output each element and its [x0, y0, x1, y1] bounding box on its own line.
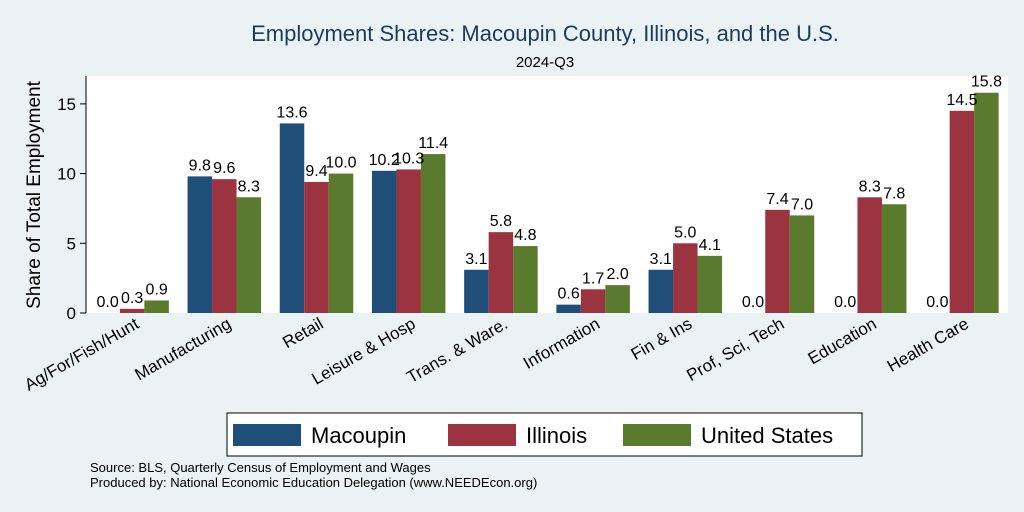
bar — [974, 92, 999, 313]
data-label: 7.4 — [766, 191, 788, 208]
bar — [605, 285, 630, 313]
data-label: 4.1 — [699, 237, 721, 254]
legend-label: Macoupin — [311, 423, 406, 448]
bar — [857, 197, 882, 313]
legend-swatch — [233, 424, 301, 446]
x-category-label: Information — [520, 314, 603, 373]
bar — [949, 110, 975, 313]
data-label: 1.7 — [582, 270, 604, 287]
data-label: 0.9 — [145, 281, 167, 298]
y-ticks: 0 5 10 15 — [57, 95, 86, 323]
bar — [765, 209, 790, 313]
x-category-label: Health Care — [884, 314, 972, 376]
legend-swatch — [448, 424, 516, 446]
data-label: 10.2 — [369, 152, 400, 169]
bar — [187, 176, 213, 313]
data-label: 9.6 — [213, 160, 235, 177]
data-label: 4.8 — [514, 227, 536, 244]
legend-box — [226, 412, 863, 457]
x-category-label: Manufacturing — [131, 314, 234, 384]
source-line: Source: BLS, Quarterly Census of Employm… — [90, 460, 431, 475]
data-label: 8.3 — [238, 178, 260, 195]
bar — [556, 304, 581, 313]
bar — [396, 169, 421, 313]
data-label: 0.0 — [742, 294, 764, 311]
legend-items: Macoupin Illinois United States — [233, 423, 833, 448]
legend-label: United States — [701, 423, 833, 448]
bar — [304, 181, 329, 313]
chart-title: Employment Shares: Macoupin County, Illi… — [251, 21, 839, 46]
x-category-label: Fin & Ins — [628, 314, 696, 364]
data-label: 11.4 — [418, 135, 448, 152]
bars-layer — [119, 92, 999, 314]
bar — [648, 269, 674, 313]
x-category-label: Leisure & Hosp — [309, 314, 419, 389]
data-label: 7.8 — [883, 185, 905, 202]
bar — [697, 255, 723, 313]
data-label: 0.0 — [96, 294, 118, 311]
legend-label: Illinois — [526, 423, 587, 448]
data-label: 5.0 — [674, 224, 696, 241]
data-label: 3.1 — [650, 251, 672, 268]
data-labels-layer: 0.09.813.610.23.10.63.10.0 0.0 0.00.39.6 9.… — [96, 74, 1002, 311]
bar — [420, 154, 446, 313]
data-label: 0.0 — [834, 294, 856, 311]
data-label: 14.5 — [946, 92, 977, 109]
x-category-label: Ag/For/Fish/Hunt — [21, 314, 142, 395]
data-label: 13.6 — [276, 104, 307, 121]
y-axis-label: Share of Total Employment — [24, 80, 45, 308]
bar — [789, 215, 815, 313]
data-label: 5.8 — [490, 213, 512, 230]
bar — [673, 243, 698, 313]
bar — [236, 197, 262, 313]
data-label: 10.3 — [393, 150, 424, 167]
data-label: 0.6 — [557, 286, 579, 303]
bar — [513, 246, 538, 313]
data-label: 9.8 — [189, 157, 211, 174]
data-label: 8.3 — [859, 178, 881, 195]
bar — [212, 179, 237, 313]
y-tick-label: 0 — [67, 304, 76, 323]
legend-swatch — [623, 424, 691, 446]
data-label: 9.4 — [305, 163, 327, 180]
data-label: 0.0 — [926, 294, 948, 311]
y-tick-label: 15 — [57, 95, 76, 114]
data-label: 2.0 — [606, 266, 628, 283]
bar — [328, 173, 354, 313]
data-label: 7.0 — [791, 196, 813, 213]
y-tick-label: 10 — [57, 165, 76, 184]
bar — [488, 232, 514, 313]
legend: Macoupin Illinois United States — [226, 412, 863, 457]
bar — [371, 170, 397, 313]
bar — [279, 123, 305, 314]
data-label: 3.1 — [465, 251, 487, 268]
bar — [144, 300, 169, 313]
x-category-label: Prof, Sci, Tech — [683, 314, 787, 385]
y-tick-label: 5 — [67, 234, 76, 253]
bar — [580, 289, 606, 313]
bar — [464, 269, 489, 313]
data-label: 15.8 — [971, 74, 1002, 91]
produced-by-line: Produced by: National Economic Education… — [90, 475, 537, 490]
chart-subtitle: 2024-Q3 — [516, 54, 574, 71]
x-category-label: Retail — [279, 314, 326, 352]
x-category-label: Education — [805, 314, 880, 368]
bar — [119, 308, 145, 313]
bar — [881, 204, 907, 313]
data-label: 10.0 — [325, 155, 356, 172]
data-label: 0.3 — [121, 290, 143, 307]
x-category-label: Trans. & Ware. — [403, 314, 510, 387]
